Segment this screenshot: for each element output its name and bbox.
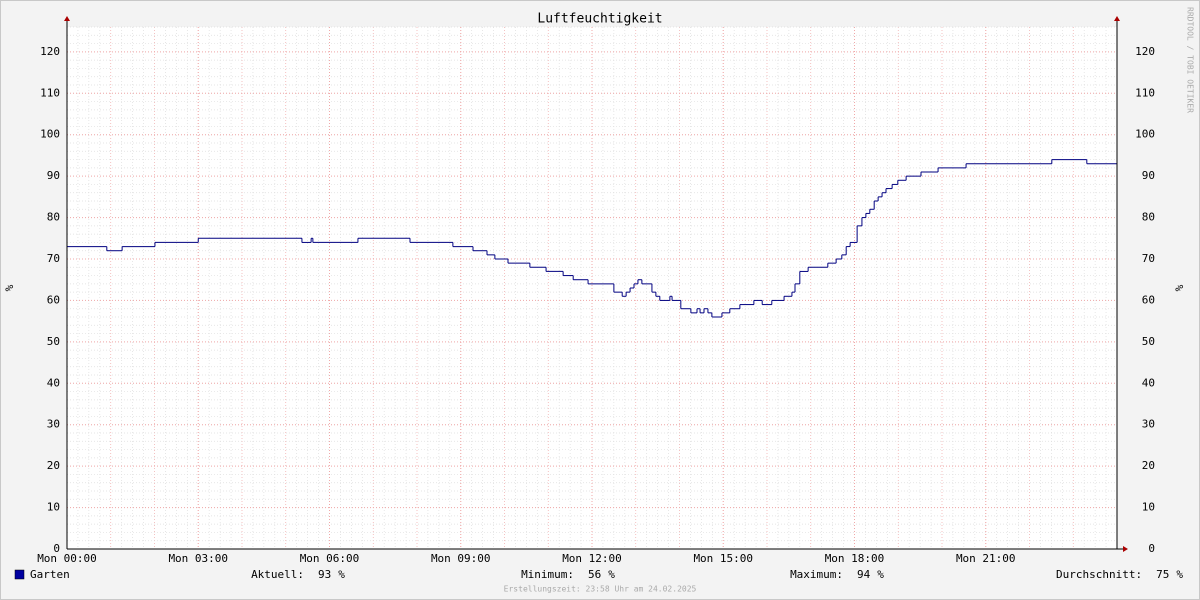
y-tick-label: 70: [47, 252, 60, 265]
stat-label: Aktuell:: [251, 568, 304, 581]
y-tick-label: 40: [47, 376, 60, 389]
y-tick-label: 20: [47, 459, 60, 472]
stat-label: Minimum:: [521, 568, 574, 581]
y-tick-label: 120: [40, 45, 60, 58]
y-tick-label: 60: [47, 293, 60, 306]
stat-value: 56: [588, 568, 601, 581]
stat-unit: %: [338, 568, 345, 581]
stat: Maximum: 94%: [790, 568, 884, 581]
y2-tick-label: 90: [1142, 169, 1155, 182]
stat: Aktuell: 93%: [251, 568, 345, 581]
y2-tick-label: 120: [1135, 45, 1155, 58]
x-tick-label: Mon 03:00: [168, 552, 228, 565]
stat-unit: %: [608, 568, 615, 581]
arrow: [1114, 16, 1120, 21]
arrow: [1123, 546, 1128, 552]
y2-axis-label: %: [1173, 284, 1186, 291]
y2-tick-label: 30: [1142, 418, 1155, 431]
stat-value: 75: [1156, 568, 1169, 581]
stat: Minimum: 56%: [521, 568, 615, 581]
grid: [66, 26, 1117, 550]
stat-value: 93: [318, 568, 331, 581]
y-axis-label: %: [3, 284, 16, 291]
y2-tick-label: 0: [1148, 542, 1155, 555]
arrow: [64, 16, 70, 21]
x-tick-label: Mon 21:00: [956, 552, 1016, 565]
y2-tick-label: 10: [1142, 501, 1155, 514]
legend-label: Garten: [30, 568, 70, 581]
stat-value: 94: [857, 568, 871, 581]
stat: Durchschnitt: 75%: [1056, 568, 1183, 581]
x-tick-label: Mon 09:00: [431, 552, 491, 565]
x-tick-label: Mon 00:00: [37, 552, 97, 565]
stat-unit: %: [877, 568, 884, 581]
y-tick-label: 50: [47, 335, 60, 348]
y-tick-label: 30: [47, 418, 60, 431]
stat-label: Durchschnitt:: [1056, 568, 1142, 581]
y-tick-label: 100: [40, 128, 60, 141]
stat-unit: %: [1176, 568, 1183, 581]
y2-tick-label: 50: [1142, 335, 1155, 348]
x-tick-label: Mon 18:00: [825, 552, 885, 565]
x-tick-label: Mon 12:00: [562, 552, 622, 565]
y-tick-label: 90: [47, 169, 60, 182]
labels: 0 0 10 10 20 20 30 30 40 40 50 50 60 60 70 70 80 80 90 90 10…: [14, 16, 1183, 581]
marks: [67, 159, 1118, 318]
y2-tick-label: 70: [1142, 252, 1155, 265]
chart-title: Luftfeuchtigkeit: [537, 12, 662, 27]
y-tick-label: 80: [47, 211, 60, 224]
y2-tick-label: 40: [1142, 376, 1155, 389]
x-tick-label: Mon 06:00: [300, 552, 360, 565]
y-tick-label: 10: [47, 501, 60, 514]
stat-label: Maximum:: [790, 568, 843, 581]
y2-tick-label: 100: [1135, 128, 1155, 141]
y2-tick-label: 60: [1142, 293, 1155, 306]
y2-tick-label: 20: [1142, 459, 1155, 472]
y2-tick-label: 80: [1142, 211, 1155, 224]
x-tick-label: Mon 15:00: [693, 552, 753, 565]
watermark: RRDTOOL / TOBI OETIKER: [1186, 7, 1195, 113]
y-tick-label: 0: [53, 542, 60, 555]
legend-swatch: [14, 569, 25, 580]
y-tick-label: 110: [40, 86, 60, 99]
footer: Erstellungszeit: 23:58 Uhr am 24.02.2025: [504, 585, 697, 594]
y2-tick-label: 110: [1135, 86, 1155, 99]
